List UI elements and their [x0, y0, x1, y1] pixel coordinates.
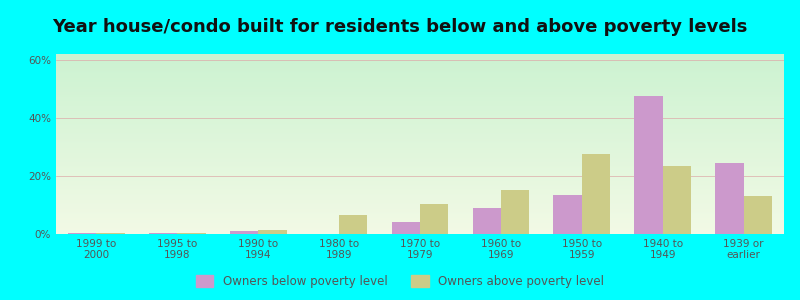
Bar — [473, 208, 501, 234]
Text: Year house/condo built for residents below and above poverty levels: Year house/condo built for residents bel… — [52, 18, 748, 36]
Legend: Owners below poverty level, Owners above poverty level: Owners below poverty level, Owners above… — [196, 275, 604, 288]
Bar — [97, 232, 125, 234]
Bar — [230, 231, 258, 234]
Bar — [662, 166, 691, 234]
Bar — [339, 215, 367, 234]
Bar — [149, 232, 178, 234]
Bar — [554, 195, 582, 234]
Bar — [68, 232, 97, 234]
Bar — [715, 163, 743, 234]
Bar — [582, 154, 610, 234]
Bar — [743, 196, 772, 234]
Bar — [258, 230, 286, 234]
Bar — [392, 222, 420, 234]
Bar — [501, 190, 530, 234]
Bar — [178, 232, 206, 234]
Bar — [634, 96, 662, 234]
Bar — [420, 203, 448, 234]
